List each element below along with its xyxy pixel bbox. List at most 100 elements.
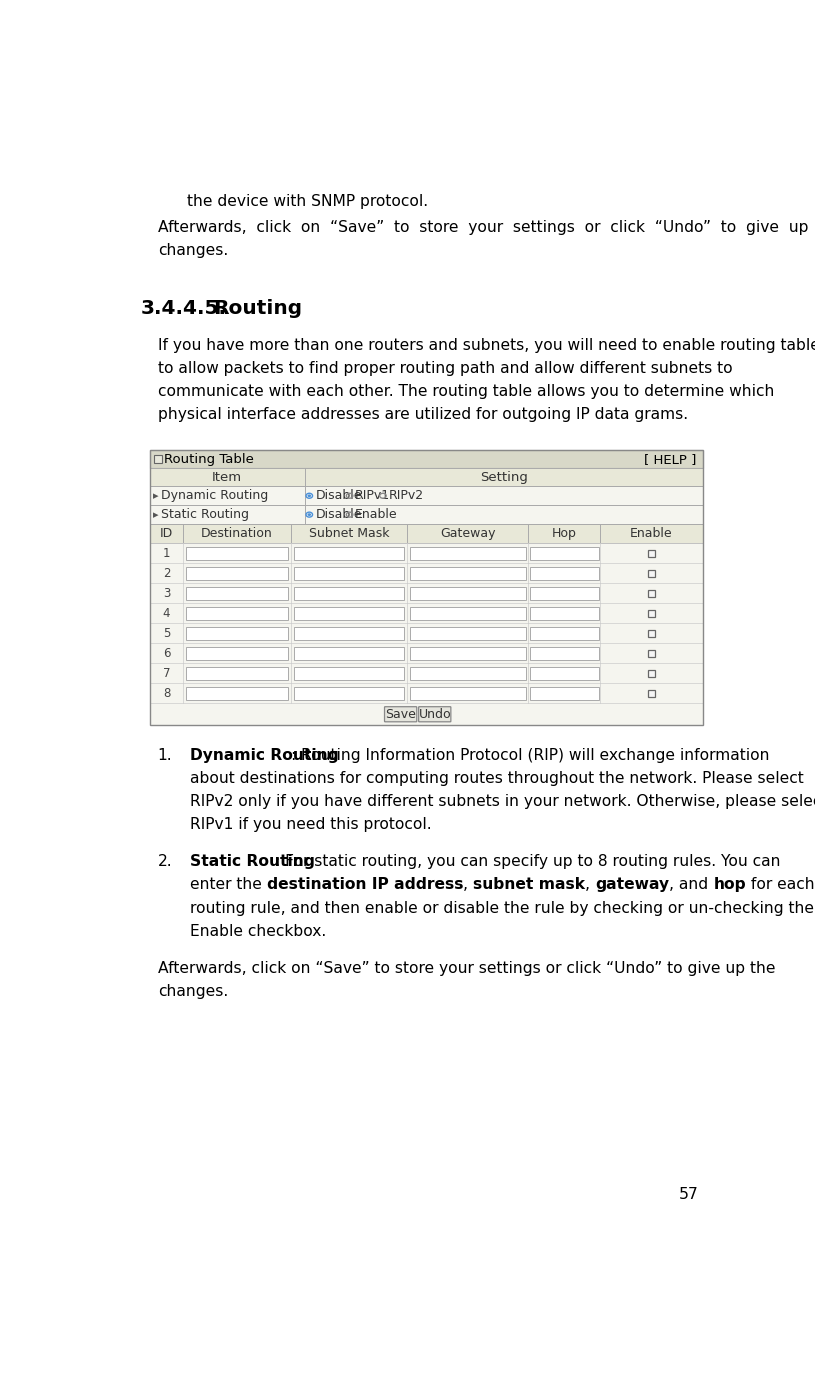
Bar [150,603,703,624]
Bar [150,450,703,468]
Bar [186,587,289,600]
Text: Destination: Destination [201,527,273,540]
Text: about destinations for computing routes throughout the network. Please select: about destinations for computing routes … [190,771,804,786]
Text: Dynamic Routing: Dynamic Routing [161,489,268,503]
Text: Afterwards, click on “Save” to store your settings or click “Undo” to give up th: Afterwards, click on “Save” to store you… [157,961,775,976]
Bar [530,567,599,580]
Bar [150,584,703,603]
Text: : For static routing, you can specify up to 8 routing rules. You can: : For static routing, you can specify up… [275,854,780,869]
Text: RIPv2: RIPv2 [388,489,424,503]
Bar [530,687,599,700]
Text: for each: for each [746,877,815,892]
Text: Hop: Hop [552,527,577,540]
Text: 5: 5 [163,627,170,640]
Text: Enable checkbox.: Enable checkbox. [190,924,327,939]
Text: ▸: ▸ [153,509,159,519]
Text: Enable: Enable [355,508,398,521]
Text: [ HELP ]: [ HELP ] [644,453,696,465]
Bar [186,547,289,560]
Text: communicate with each other. The routing table allows you to determine which: communicate with each other. The routing… [157,384,774,399]
Text: ID: ID [160,527,173,540]
FancyBboxPatch shape [385,706,416,722]
Text: Afterwards,  click  on  “Save”  to  store  your  settings  or  click  “Undo”  to: Afterwards, click on “Save” to store you… [157,220,815,235]
Text: the device with SNMP protocol.: the device with SNMP protocol. [187,194,428,209]
Ellipse shape [307,494,311,497]
Text: 2.: 2. [157,854,172,869]
Text: destination IP address: destination IP address [267,877,464,892]
Text: hop: hop [713,877,746,892]
Bar [186,607,289,620]
Text: Item: Item [212,471,242,483]
Text: 1.: 1. [157,748,172,763]
Bar [150,450,703,726]
Text: ,: , [585,877,595,892]
Text: RIPv1 if you need this protocol.: RIPv1 if you need this protocol. [190,818,432,833]
Text: , and: , and [669,877,713,892]
Text: 3.4.4.5.: 3.4.4.5. [141,299,227,318]
Text: Static Routing: Static Routing [190,854,315,869]
Bar [293,587,404,600]
Bar [530,587,599,600]
Bar [150,704,703,726]
Bar [530,547,599,560]
Bar [186,687,289,700]
Bar [648,610,655,617]
Text: Save: Save [385,708,416,720]
Bar [648,589,655,598]
Bar [410,666,526,680]
Text: Routing Table: Routing Table [164,453,253,465]
Bar [293,647,404,660]
Bar [293,666,404,680]
Text: routing rule, and then enable or disable the rule by checking or un-checking the: routing rule, and then enable or disable… [190,901,814,916]
Bar [150,643,703,664]
Text: 6: 6 [163,647,170,660]
Text: Undo: Undo [418,708,451,720]
Text: RIPv2 only if you have different subnets in your network. Otherwise, please sele: RIPv2 only if you have different subnets… [190,795,815,810]
Bar [293,547,404,560]
Bar [293,607,404,620]
Bar [648,629,655,638]
Bar [530,607,599,620]
Bar [186,627,289,640]
Bar [150,505,703,525]
Bar [530,647,599,660]
Text: changes.: changes. [157,983,228,998]
Bar [293,567,404,580]
Bar [648,549,655,556]
Text: 1: 1 [163,547,170,560]
Bar [150,544,703,563]
Text: Routing: Routing [214,299,302,318]
Text: Gateway: Gateway [440,527,496,540]
Bar [150,683,703,704]
Bar [186,666,289,680]
Bar [410,627,526,640]
Bar [410,567,526,580]
Text: 8: 8 [163,687,170,700]
Bar [150,664,703,683]
Bar [648,669,655,677]
Text: Dynamic Routing: Dynamic Routing [190,748,339,763]
Bar [150,486,703,505]
Bar [150,525,703,544]
Bar [648,570,655,577]
Text: gateway: gateway [595,877,669,892]
Bar [150,468,703,486]
Ellipse shape [307,514,311,516]
Bar [293,627,404,640]
Bar [410,647,526,660]
Text: If you have more than one routers and subnets, you will need to enable routing t: If you have more than one routers and su… [157,337,815,353]
Text: to allow packets to find proper routing path and allow different subnets to: to allow packets to find proper routing … [157,361,733,376]
Bar [150,624,703,643]
Bar [410,547,526,560]
Text: Setting: Setting [480,471,527,483]
Bar [293,687,404,700]
Bar [648,650,655,657]
Bar [530,666,599,680]
Text: Subnet Mask: Subnet Mask [309,527,389,540]
Text: : Routing Information Protocol (RIP) will exchange information: : Routing Information Protocol (RIP) wil… [291,748,769,763]
Text: enter the: enter the [190,877,267,892]
Bar [410,587,526,600]
Text: 3: 3 [163,587,170,600]
Bar [150,563,703,584]
Text: 4: 4 [163,607,170,620]
